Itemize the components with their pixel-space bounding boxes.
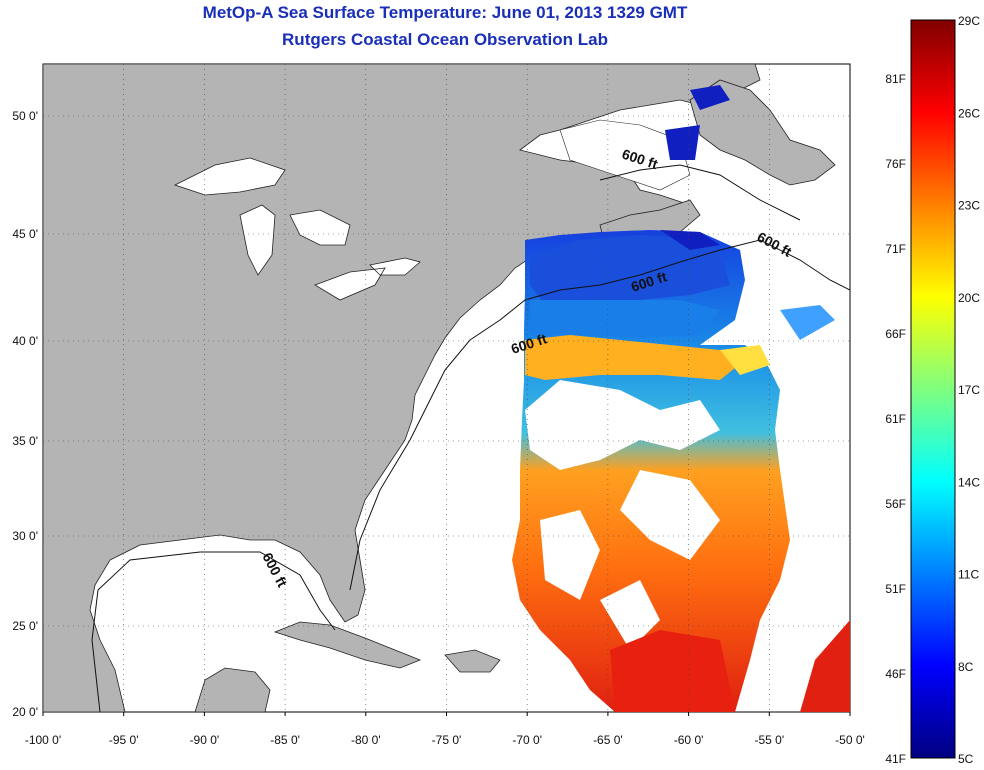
y-tick-label: 25 0' [12, 619, 38, 633]
colorbar-celsius-label: 11C [958, 568, 979, 582]
x-tick-label: -85 0' [270, 733, 300, 747]
colorbar-fahrenheit-label: 71F [885, 242, 906, 256]
depth-contour-600ft [91, 164, 850, 712]
gulf-st-lawrence [559, 119, 691, 191]
y-tick-label: 30 0' [12, 529, 38, 543]
colorbar-celsius-label: 8C [958, 660, 974, 674]
colorbar-fahrenheit-label: 66F [885, 327, 906, 341]
colorbar-celsius-label: 20C [958, 291, 980, 305]
x-axis-ticks: -100 0' -95 0' -90 0' -85 0' -80 0' -75 0' -70… [25, 712, 865, 747]
x-tick-label: -90 0' [190, 733, 220, 747]
sst-swath [512, 85, 850, 712]
colorbar-celsius-label: 23C [958, 199, 980, 213]
colorbar-celsius-label: 26C [958, 106, 980, 120]
land-newfoundland [689, 79, 836, 186]
x-tick-label: -60 0' [674, 733, 704, 747]
land-north-america [43, 64, 761, 712]
land-hispaniola [444, 649, 501, 673]
colorbar-fahrenheit-label: 46F [885, 667, 906, 681]
colorbar-celsius-label: 14C [958, 475, 980, 489]
colorbar-celsius-label: 17C [958, 383, 980, 397]
graticule [43, 64, 850, 712]
x-tick-label: -50 0' [835, 733, 865, 747]
y-tick-label: 35 0' [12, 434, 38, 448]
x-tick-label: -80 0' [351, 733, 381, 747]
x-tick-label: -100 0' [25, 733, 61, 747]
colorbar-fahrenheit-label: 56F [885, 497, 906, 511]
x-tick-label: -75 0' [432, 733, 462, 747]
y-axis-ticks: 20 0' 25 0' 30 0' 35 0' 40 0' 45 0' 50 0' [12, 109, 38, 719]
great-lakes [173, 157, 421, 301]
colorbar-ticks: 29C 26C 23C 20C 17C 14C 11C 8C 5C 81F 76F 71F 66F 61F… [885, 14, 980, 766]
colorbar-fahrenheit-label: 61F [885, 412, 906, 426]
colorbar-fahrenheit-label: 41F [885, 752, 906, 766]
map-title: MetOp-A Sea Surface Temperature: June 01… [202, 3, 688, 22]
x-tick-label: -95 0' [109, 733, 139, 747]
colorbar-fahrenheit-label: 81F [885, 72, 906, 86]
x-tick-label: -55 0' [754, 733, 784, 747]
colorbar [910, 19, 956, 759]
colorbar-fahrenheit-label: 51F [885, 582, 906, 596]
map-subtitle: Rutgers Coastal Ocean Observation Lab [282, 30, 608, 49]
land-yucatan [194, 667, 271, 712]
colorbar-fahrenheit-label: 76F [885, 157, 906, 171]
x-tick-label: -70 0' [512, 733, 542, 747]
colorbar-celsius-label: 29C [958, 14, 980, 28]
colorbar-celsius-label: 5C [958, 752, 974, 766]
y-tick-label: 20 0' [12, 705, 38, 719]
y-tick-label: 45 0' [12, 227, 38, 241]
x-tick-label: -65 0' [593, 733, 623, 747]
land-cuba [273, 621, 422, 669]
y-tick-label: 50 0' [12, 109, 38, 123]
y-tick-label: 40 0' [12, 334, 38, 348]
